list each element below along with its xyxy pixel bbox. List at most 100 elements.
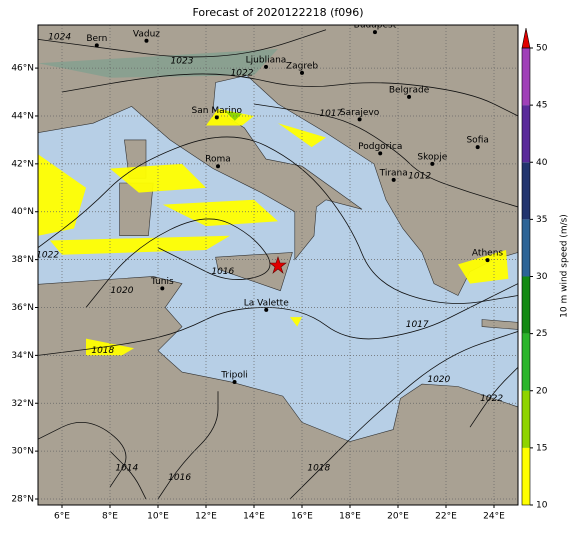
city-label: Ljubliana: [246, 55, 287, 65]
isobar: [61, 73, 518, 117]
isobar-label: 1018: [307, 463, 330, 473]
city-label: Athens: [472, 249, 503, 259]
wind-shade: [38, 154, 86, 236]
city-dot: [300, 70, 304, 75]
lat-tick-label: 28°N: [11, 495, 34, 505]
city-dot: [214, 115, 219, 120]
city-dot: [407, 94, 412, 99]
colorbar-tick-label: 40: [536, 158, 548, 168]
colorbar-band: [522, 333, 530, 391]
lat-tick-label: 38°N: [11, 255, 34, 265]
city-label: Roma: [205, 155, 231, 165]
city-dot: [430, 161, 435, 166]
isobar-label: 1017: [319, 109, 342, 119]
isobar: [38, 29, 327, 58]
isobar-label: 1016: [168, 473, 191, 483]
isobar: [85, 218, 271, 308]
city-dot: [264, 307, 269, 312]
isobar-label: 1020: [427, 375, 450, 385]
colorbar-tick-label: 35: [536, 215, 547, 225]
lat-tick-label: 40°N: [11, 207, 34, 217]
city-dot: [378, 151, 383, 156]
land: [481, 319, 518, 330]
lon-tick-label: 16°E: [291, 512, 313, 522]
wind-shade: [206, 108, 254, 126]
lon-tick-label: 22°E: [435, 512, 457, 522]
city-dot: [232, 379, 237, 384]
city-label: Tirana: [379, 168, 408, 178]
city-label: Vaduz: [133, 29, 160, 39]
wind-shade: [278, 123, 326, 148]
city-dot: [485, 258, 490, 263]
lon-tick-label: 18°E: [339, 512, 361, 522]
lat-tick-label: 46°N: [11, 64, 34, 74]
isobar-label: 1016: [211, 267, 234, 277]
lon-tick-label: 6°E: [54, 512, 70, 522]
city-label: Podgorica: [358, 142, 402, 152]
city-dot: [160, 286, 165, 291]
lat-tick-label: 36°N: [11, 303, 34, 313]
colorbar-tick-label: 20: [536, 386, 548, 396]
city-label: Belgrade: [389, 85, 430, 95]
lon-tick-label: 10°E: [147, 512, 169, 522]
city-label: Tripoli: [220, 370, 248, 380]
city-dot: [391, 177, 396, 182]
city-label: Sofia: [466, 136, 488, 146]
lon-tick-label: 24°E: [483, 512, 505, 522]
lat-tick-label: 44°N: [11, 111, 34, 121]
lat-tick-label: 32°N: [11, 399, 34, 409]
lon-tick-label: 20°E: [387, 512, 409, 522]
colorbar-tick-label: 10: [536, 501, 548, 511]
isobar: [38, 422, 127, 488]
colorbar-tick-label: 50: [536, 44, 548, 54]
colorbar-label: 10 m wind speed (m/s): [560, 214, 570, 318]
city-label: Tunis: [150, 277, 174, 287]
isobar-label: 1017: [406, 320, 429, 330]
isobar-label: 1018: [91, 346, 114, 356]
wind-shade: [50, 235, 230, 255]
lon-tick-label: 12°E: [195, 512, 217, 522]
city-dot: [372, 30, 377, 35]
isobar: [109, 450, 147, 500]
lon-tick-label: 14°E: [243, 512, 265, 522]
isobar-label: 1023: [171, 56, 194, 66]
colorbar-band: [522, 447, 530, 505]
isobar: [289, 331, 518, 500]
isobar-label: 1022: [36, 250, 59, 260]
isobar: [38, 136, 518, 304]
colorbar-extend: [521, 27, 531, 49]
colorbar-band: [522, 105, 530, 163]
marker-star: [269, 256, 287, 274]
isobar-label: 1014: [115, 463, 138, 473]
wind-shade: [458, 250, 509, 284]
isobar-label: 1020: [111, 286, 134, 296]
lat-tick-label: 34°N: [11, 351, 34, 361]
map-frame: [37, 24, 519, 506]
isobar-label: 1024: [48, 32, 71, 42]
colorbar-band: [522, 390, 530, 448]
isobar-label: 1012: [408, 171, 431, 181]
city-dot: [357, 117, 362, 122]
colorbar-tick-label: 30: [536, 272, 548, 282]
city-dot: [144, 38, 149, 43]
lat-tick-label: 42°N: [11, 159, 34, 169]
isobar-label: 1022: [231, 68, 254, 78]
colorbar-tick-label: 45: [536, 101, 547, 111]
city-label: Zagreb: [286, 61, 318, 71]
colorbar-band: [522, 219, 530, 277]
city-dot: [264, 64, 268, 69]
city-dot: [94, 43, 99, 48]
colorbar-band: [522, 276, 530, 334]
colorbar-tick-label: 25: [536, 329, 547, 339]
city-label: Bern: [86, 34, 107, 44]
isobar: [469, 367, 518, 428]
colorbar-band: [522, 162, 530, 220]
wind-shade: [162, 199, 278, 227]
colorbar-band: [522, 48, 530, 106]
colorbar-tick-label: 15: [536, 443, 547, 453]
title: Forecast of 2020122218 (f096): [192, 6, 363, 19]
isobar: [157, 391, 219, 500]
city-label: La Valette: [244, 298, 289, 308]
city-label: Skopje: [417, 152, 447, 162]
